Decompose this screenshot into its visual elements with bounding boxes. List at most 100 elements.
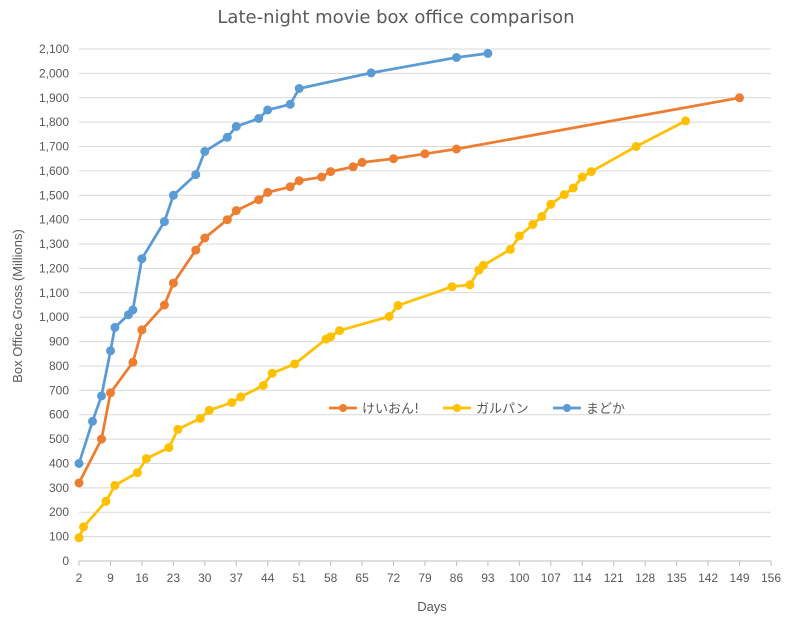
data-point — [173, 424, 183, 434]
data-point — [452, 144, 461, 154]
legend: けいおん! ガルパン まどか — [329, 402, 625, 417]
data-point — [384, 312, 394, 321]
y-tick-label: 200 — [49, 505, 69, 519]
legend-swatch-marker — [453, 404, 461, 412]
data-point — [159, 217, 169, 227]
data-point — [735, 93, 744, 103]
data-point — [389, 154, 398, 164]
data-point — [568, 183, 578, 193]
data-point — [110, 322, 120, 332]
data-point — [254, 195, 264, 205]
x-tick-label: 86 — [450, 571, 464, 585]
data-point — [222, 215, 232, 225]
data-point — [290, 359, 300, 369]
y-tick-label: 800 — [49, 359, 69, 373]
y-tick-label: 500 — [49, 432, 69, 446]
y-tick-label: 2,100 — [39, 42, 69, 56]
gridlines — [79, 48, 771, 538]
data-point — [231, 122, 241, 131]
y-tick-label: 1,400 — [39, 213, 69, 227]
data-point — [79, 522, 88, 532]
data-point — [528, 220, 538, 229]
series-3 — [74, 48, 493, 468]
data-point — [106, 346, 115, 356]
y-tick-label: 1,700 — [39, 140, 69, 154]
data-point — [478, 260, 488, 270]
data-point — [200, 146, 210, 156]
data-point — [74, 459, 84, 468]
x-tick-label: 30 — [198, 571, 212, 585]
data-point — [263, 105, 273, 115]
y-tick-label: 400 — [49, 456, 69, 470]
x-tick-label: 2 — [76, 571, 83, 585]
data-point — [97, 434, 106, 444]
data-point — [159, 300, 169, 310]
data-point — [317, 172, 327, 182]
x-tick-label: 128 — [635, 571, 655, 585]
x-tick-label: 79 — [418, 571, 432, 585]
y-tick-label: 1,800 — [39, 115, 69, 129]
data-point — [294, 84, 304, 93]
x-tick-label: 44 — [261, 571, 275, 585]
y-tick-label: 900 — [49, 335, 69, 349]
y-tick-label: 0 — [62, 554, 69, 568]
data-point — [254, 114, 264, 123]
legend-label: けいおん! — [362, 402, 419, 417]
y-tick-label: 1,900 — [39, 91, 69, 105]
data-point — [348, 162, 358, 172]
legend-item: けいおん! — [329, 402, 419, 417]
data-point — [586, 167, 596, 177]
data-point — [101, 496, 111, 506]
chart-title: Late-night movie box office comparison — [217, 7, 574, 28]
series-1 — [74, 93, 744, 488]
x-tick-label: 142 — [698, 571, 718, 585]
data-point — [263, 187, 273, 197]
data-point — [258, 381, 268, 390]
y-axis-title: Box Office Gross (Millions) — [10, 229, 25, 383]
y-axis-tick-labels: 0 100 200 300 400 500 600 700 800 900 1,000 1,100 1,… — [39, 42, 69, 568]
data-point — [537, 212, 547, 221]
data-point — [357, 157, 367, 167]
data-point — [393, 301, 403, 310]
data-point — [546, 199, 556, 209]
data-point — [447, 282, 457, 292]
data-point — [74, 478, 84, 488]
y-tick-label: 600 — [49, 408, 69, 422]
data-point — [141, 454, 151, 464]
x-tick-label: 135 — [667, 571, 687, 585]
legend-swatch-marker — [563, 404, 571, 412]
data-point — [285, 182, 295, 192]
data-point — [227, 398, 237, 407]
y-tick-label: 100 — [49, 530, 69, 544]
data-point — [285, 99, 295, 109]
data-point — [514, 231, 524, 241]
y-tick-label: 2,000 — [39, 66, 69, 80]
data-point — [128, 357, 138, 367]
y-tick-label: 1,500 — [39, 188, 69, 202]
data-point — [326, 332, 336, 342]
data-point — [195, 413, 205, 423]
data-point — [204, 405, 214, 415]
data-point — [191, 170, 201, 180]
data-point — [168, 190, 178, 200]
x-tick-label: 65 — [355, 571, 369, 585]
legend-swatch-marker — [339, 404, 347, 412]
legend-item: まどか — [553, 402, 625, 417]
series-layer — [74, 48, 744, 543]
x-tick-label: 58 — [324, 571, 338, 585]
data-point — [465, 280, 475, 290]
x-axis-ticks — [78, 561, 772, 566]
x-tick-label: 93 — [481, 571, 495, 585]
data-point — [222, 132, 232, 142]
data-point — [231, 206, 241, 216]
x-tick-label: 121 — [604, 571, 624, 585]
x-axis-tick-labels: 2 9 16 23 30 37 44 51 58 65 72 79 86 93 100 107 114 121 12… — [76, 571, 782, 585]
data-point — [74, 533, 84, 543]
data-point — [97, 391, 106, 401]
data-point — [132, 468, 142, 478]
legend-label: まどか — [586, 402, 625, 417]
legend-label: ガルパン — [476, 402, 529, 417]
x-tick-label: 23 — [167, 571, 181, 585]
data-point — [326, 167, 336, 177]
